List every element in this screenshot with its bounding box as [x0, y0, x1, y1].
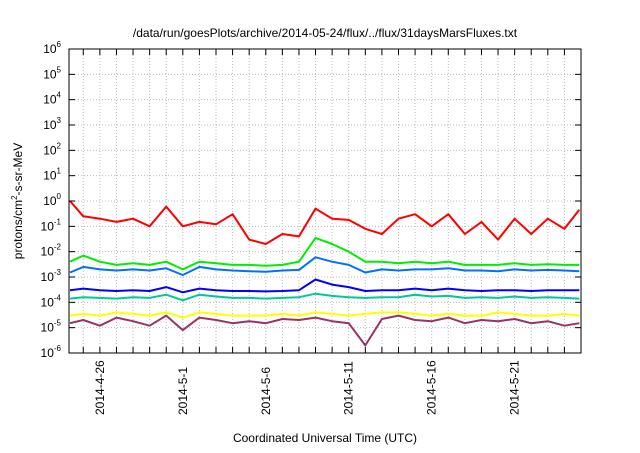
x-tick-label: 2014-5-11 — [342, 361, 356, 415]
series-light-blue — [69, 256, 580, 276]
ticks: 106 105 104 103 102 101 100 10-1 10-2 10-3 10-4 10-… — [41, 40, 582, 415]
y-tick-label: 104 — [43, 91, 61, 107]
x-tick-label: 2014-5-6 — [259, 367, 273, 415]
y-axis-label: protons/cm2-s-sr-MeV — [10, 143, 25, 259]
x-tick-label: 2014-5-1 — [176, 367, 190, 415]
series-yellow — [69, 311, 580, 319]
series-red — [69, 200, 581, 245]
series-purple — [69, 314, 580, 347]
series-blue — [69, 278, 580, 294]
y-tick-label: 100 — [43, 192, 61, 208]
y-tick-label: 10-1 — [41, 217, 62, 233]
x-tick-label: 2014-5-16 — [425, 360, 439, 415]
y-tick-label: 102 — [43, 141, 61, 157]
y-tick-label: 10-3 — [41, 268, 62, 284]
grid — [69, 49, 582, 353]
x-tick-label: 2014-4-26 — [93, 360, 107, 415]
series-lines — [69, 200, 581, 347]
y-tick-label: 10-5 — [41, 319, 62, 335]
y-tick-label: 105 — [43, 65, 61, 81]
x-axis-label: Coordinated Universal Time (UTC) — [233, 431, 417, 445]
y-tick-label: 10-6 — [41, 344, 62, 360]
y-tick-label: 103 — [43, 116, 61, 132]
chart-title: /data/run/goesPlots/archive/2014-05-24/f… — [133, 26, 518, 40]
y-tick-label: 10-2 — [41, 243, 62, 259]
y-tick-label: 101 — [43, 167, 61, 183]
x-tick-label: 2014-5-21 — [508, 360, 522, 415]
y-tick-label: 106 — [43, 40, 61, 56]
series-green — [69, 236, 580, 271]
y-tick-label: 10-4 — [41, 293, 62, 309]
series-teal — [69, 292, 580, 302]
